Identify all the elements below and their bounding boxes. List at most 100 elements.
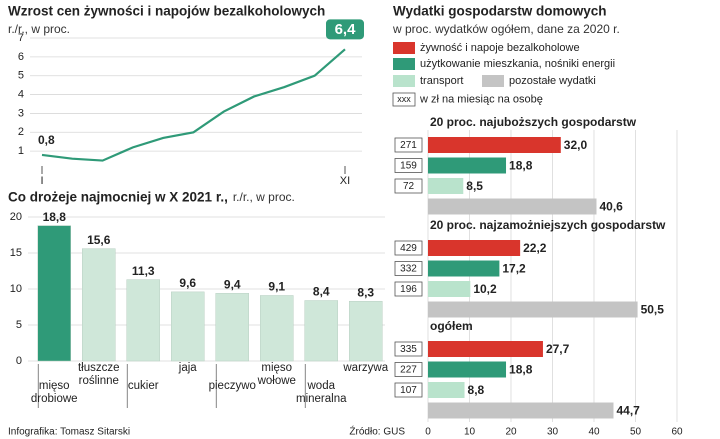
group-label: 20 proc. najzamożniejszych gospodarstw: [430, 218, 666, 232]
hbar-title: Wydatki gospodarstw domowych: [393, 4, 607, 19]
value-label-box: [326, 19, 364, 40]
value-label: 10,2: [473, 282, 497, 296]
x-tick-label: 10: [464, 427, 476, 438]
legend-swatch: [482, 75, 504, 87]
legend-label: transport: [420, 75, 463, 87]
y-tick-label: 5: [16, 319, 22, 331]
x-tick-label: 50: [630, 427, 642, 438]
legend-swatch: [393, 42, 415, 54]
amount-box: [394, 281, 423, 297]
amount-label: 227: [400, 365, 417, 376]
value-label: 40,6: [599, 200, 623, 214]
bar: [428, 137, 561, 153]
x-tick-label: 30: [547, 427, 559, 438]
amount-legend-label: w zł na miesiąc na osobę: [419, 93, 543, 105]
y-tick-label: 6: [18, 51, 24, 63]
y-tick-label: 7: [18, 32, 24, 44]
legend-label: żywność i napoje bezalkoholowe: [420, 42, 580, 54]
bar: [37, 225, 71, 362]
bar: [428, 178, 464, 194]
value-label: 8,4: [313, 285, 330, 299]
x-tick-label: mięso wołowe: [257, 362, 296, 387]
value-label: 8,5: [466, 179, 483, 193]
legend-swatch: [393, 58, 415, 70]
y-tick-label: 1: [18, 145, 24, 157]
value-label: 22,2: [523, 241, 547, 255]
y-tick-label: 10: [10, 283, 22, 295]
bar: [428, 281, 471, 297]
hbar-subtitle: w proc. wydatków ogółem, dane za 2020 r.: [392, 22, 620, 36]
value-label: 18,8: [509, 159, 533, 173]
x-tick-label: tłuszcze roślinne: [77, 362, 120, 387]
bar: [428, 198, 597, 215]
bar: [304, 300, 338, 362]
y-tick-label: 20: [10, 211, 22, 223]
bar: [260, 295, 294, 362]
credit: Infografika: Tomasz Sitarski: [8, 427, 130, 438]
group-label: ogółem: [430, 319, 473, 333]
x-tick-label: XI: [340, 175, 350, 187]
bar: [428, 240, 521, 256]
amount-label: 196: [400, 284, 417, 295]
bar: [215, 293, 249, 362]
value-label: 44,7: [617, 404, 641, 418]
amount-label: 335: [400, 344, 417, 355]
amount-box: [394, 341, 423, 357]
value-label: 6,4: [335, 21, 357, 38]
bar: [428, 341, 543, 357]
y-tick-label: 15: [10, 247, 22, 259]
x-tick-label: I: [40, 175, 43, 187]
legend-swatch: [393, 75, 415, 87]
bar: [428, 157, 507, 174]
group-label: 20 proc. najuboższych gospodarstw: [430, 115, 637, 129]
y-tick-label: 3: [18, 107, 24, 119]
bar: [126, 279, 160, 362]
bar: [428, 260, 500, 277]
amount-box: [394, 362, 423, 377]
y-tick-label: 0: [16, 355, 22, 367]
y-tick-label: 5: [18, 70, 24, 82]
x-tick-label: 0: [425, 427, 431, 438]
x-tick-label: pieczywo: [208, 380, 256, 392]
bar: [349, 300, 383, 362]
x-tick-label: 40: [588, 427, 600, 438]
bar: [428, 301, 638, 318]
amount-label: 429: [400, 243, 417, 254]
amount-box: [394, 178, 423, 194]
value-label: 17,2: [502, 262, 526, 276]
y-tick-label: 4: [18, 88, 24, 100]
bar: [82, 248, 116, 362]
value-label: 18,8: [509, 363, 533, 377]
bar: [171, 291, 205, 362]
value-label: 18,8: [43, 210, 67, 224]
amount-legend-box: [392, 92, 416, 107]
amount-box: [394, 261, 423, 276]
amount-label: 72: [403, 181, 415, 192]
amount-box: [394, 158, 423, 173]
x-tick-label: woda mineralna: [296, 380, 347, 405]
line-subtitle: r./r., w proc.: [8, 22, 70, 36]
value-label: 9,1: [268, 280, 285, 294]
amount-box: [394, 382, 423, 398]
line-title: Wzrost cen żywności i napojów bezalkohol…: [8, 4, 325, 19]
line: [41, 48, 346, 162]
bar-title: Co drożeje najmocniej w X 2021 r.,: [8, 190, 228, 205]
bar: [428, 382, 465, 398]
amount-label: 159: [400, 161, 417, 172]
value-label: 27,7: [546, 342, 570, 356]
x-tick-label: mięso drobiowe: [30, 380, 78, 405]
value-label: 11,3: [132, 264, 155, 278]
legend-label: użytkowanie mieszkania, nośniki energii: [420, 58, 615, 70]
x-tick-label: 20: [505, 427, 517, 438]
x-tick-label: jaja: [178, 362, 197, 374]
value-label: 9,6: [179, 276, 196, 290]
value-label: 8,8: [468, 383, 485, 397]
y-tick-label: 2: [18, 126, 24, 138]
value-label: 15,6: [87, 233, 111, 247]
bar: [428, 402, 614, 419]
amount-label: 107: [400, 385, 417, 396]
amount-label: 332: [400, 264, 417, 275]
amount-legend-sample: xxx: [397, 94, 411, 104]
amount-box: [394, 240, 423, 256]
